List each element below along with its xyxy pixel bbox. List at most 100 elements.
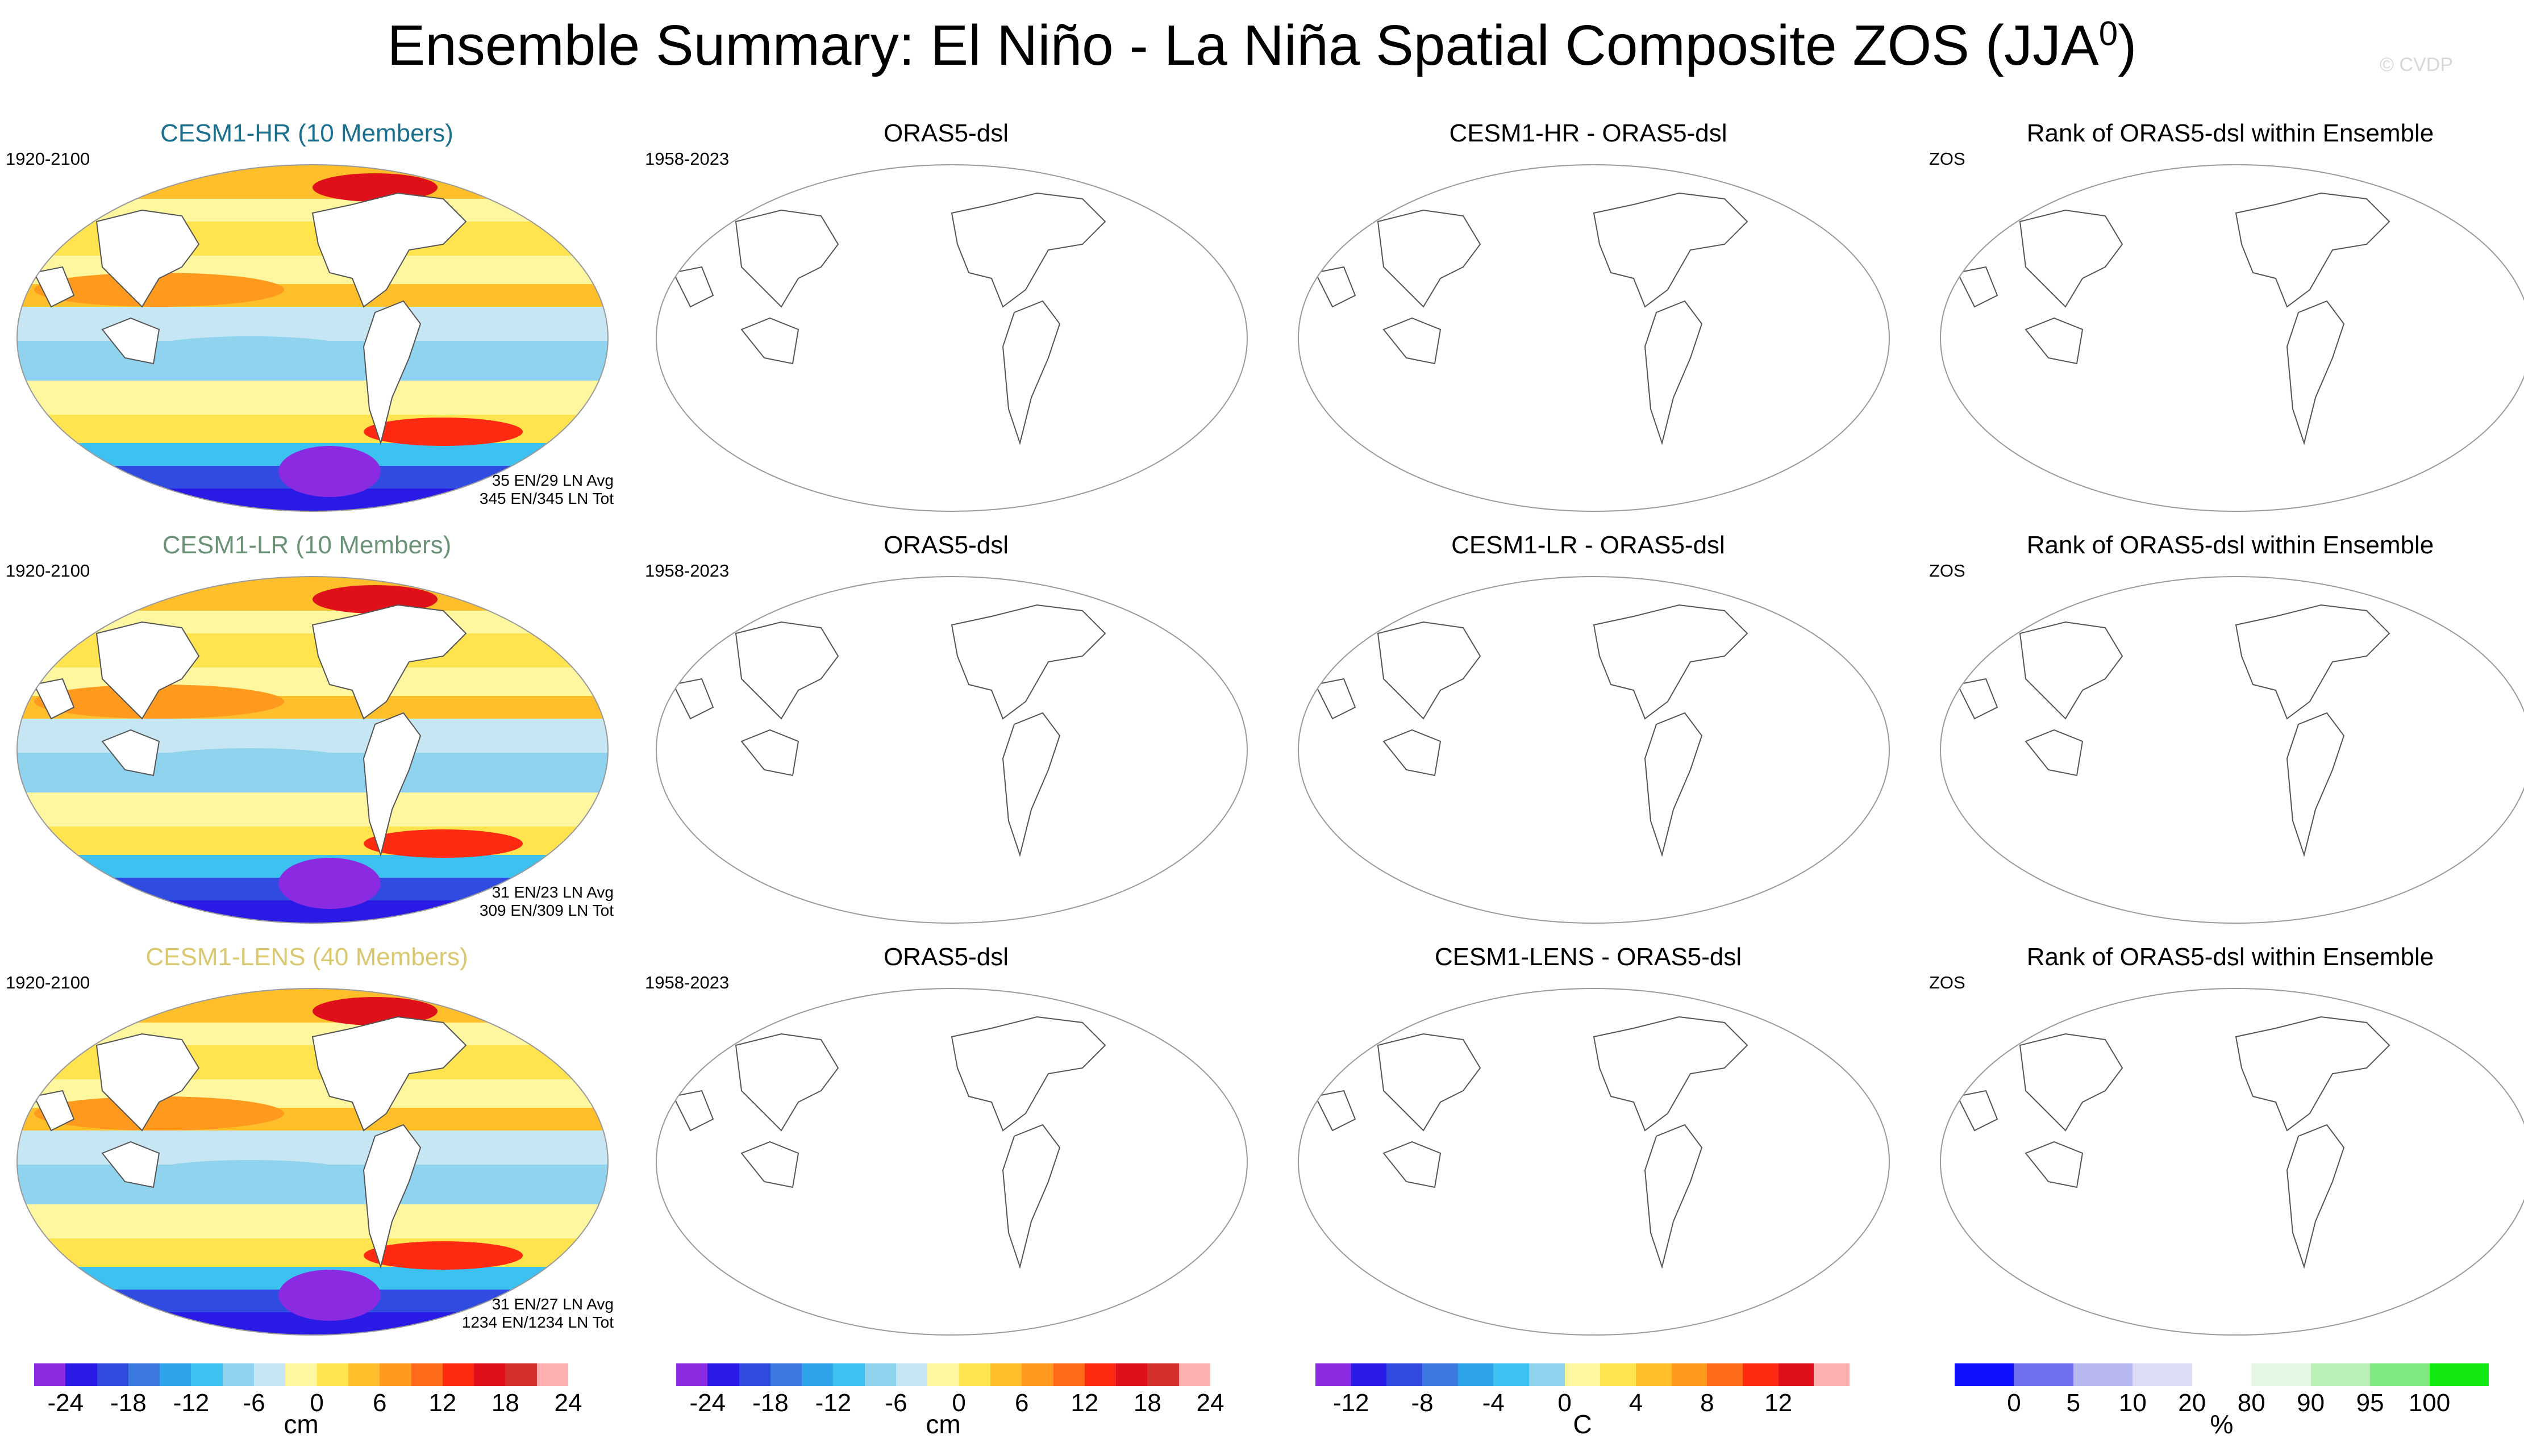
continent-outline [1644, 712, 1703, 857]
continent-outline [101, 1141, 160, 1188]
colorbar-tick: -24 [689, 1389, 726, 1417]
colorbar-tick: 12 [1071, 1389, 1099, 1417]
event-average: 31 EN/27 LN Avg [492, 1295, 614, 1313]
colorbar-swatch [1671, 1363, 1707, 1386]
world-map [1298, 988, 1890, 1336]
colorbar-tick: 0 [2007, 1389, 2021, 1417]
colorbar-swatch [1116, 1363, 1148, 1386]
panel-title: CESM1-LENS - ORAS5-dsl [1434, 943, 1742, 971]
colorbar-swatch [1422, 1363, 1458, 1386]
map-border [1940, 576, 2524, 924]
colorbar-tick: 20 [2178, 1389, 2206, 1417]
colorbar-swatch [316, 1363, 348, 1386]
colorbar-tick: 6 [372, 1389, 387, 1417]
colorbar-swatch [160, 1363, 191, 1386]
colorbar-tick: 12 [1764, 1389, 1793, 1417]
continent-outline [735, 1033, 839, 1132]
colorbar [1315, 1363, 1850, 1386]
colorbar-swatch [222, 1363, 255, 1386]
colorbar-swatch [1564, 1363, 1601, 1386]
colorbar-swatch [2073, 1363, 2133, 1386]
colorbar-unit: C [1573, 1409, 1592, 1439]
continent-outline [1377, 1033, 1481, 1132]
continent-outline [2025, 1141, 2084, 1188]
event-total: 345 EN/345 LN Tot [479, 490, 614, 508]
event-total: 309 EN/309 LN Tot [479, 902, 614, 920]
map-border [656, 576, 1248, 924]
colorbar-swatch [833, 1363, 865, 1386]
world-map [656, 164, 1248, 512]
map-border [656, 988, 1248, 1336]
colorbar-tick: 80 [2237, 1389, 2265, 1417]
panel-period: 1920-2100 [6, 561, 90, 581]
colorbar-tick: -24 [47, 1389, 84, 1417]
continent-outline [2286, 300, 2345, 445]
colorbar-tick: 100 [2408, 1389, 2451, 1417]
panel-title: Rank of ORAS5-dsl within Ensemble [2026, 531, 2434, 559]
continent-outline [1314, 678, 1356, 720]
copyright-label: © CVDP [2380, 54, 2453, 76]
continent-outline [1593, 192, 1748, 308]
colorbar-swatch [254, 1363, 286, 1386]
colorbar-swatch [2251, 1363, 2311, 1386]
colorbar-unit: cm [926, 1409, 961, 1439]
continent-outline [2235, 192, 2390, 308]
colorbar-unit: % [2210, 1409, 2234, 1439]
continent-outline [672, 678, 714, 720]
colorbar-tick: -6 [885, 1389, 907, 1417]
rank-panel: Rank of ORAS5-dsl within Ensemble ZOS [1929, 943, 2524, 1352]
colorbar-swatch [97, 1363, 128, 1386]
colorbar-tick: -18 [752, 1389, 789, 1417]
colorbar [1955, 1363, 2489, 1386]
continent-outline [1644, 300, 1703, 445]
zos-field [17, 577, 608, 923]
colorbar-swatch [1636, 1363, 1672, 1386]
colorbar-swatch [2192, 1363, 2252, 1386]
colorbar-swatch [1147, 1363, 1179, 1386]
colorbar-tick: 0 [310, 1389, 324, 1417]
colorbar-tick: 90 [2297, 1389, 2325, 1417]
continent-outline [2019, 1033, 2123, 1132]
obs-panel: ORAS5-dsl 1958-2023 [645, 531, 1276, 940]
panel-period: 1920-2100 [6, 149, 90, 169]
continent-outline [1956, 678, 1998, 720]
map-border [1940, 988, 2524, 1336]
continent-outline [1382, 1141, 1442, 1188]
event-total: 1234 EN/1234 LN Tot [461, 1313, 614, 1332]
colorbar-tick: 18 [491, 1389, 519, 1417]
map-border [1298, 164, 1890, 512]
colorbar-tick: -18 [110, 1389, 147, 1417]
colorbar-swatch [191, 1363, 223, 1386]
panel-period: 1920-2100 [6, 973, 90, 992]
continent-outline [740, 729, 799, 777]
panel-title: Rank of ORAS5-dsl within Ensemble [2026, 119, 2434, 147]
panel-period: ZOS [1929, 149, 1965, 169]
continent-outline [1377, 621, 1481, 720]
colorbar-tick: 95 [2356, 1389, 2384, 1417]
panel-period: ZOS [1929, 561, 1965, 581]
colorbar-swatch [2429, 1363, 2489, 1386]
colorbar-swatch [1707, 1363, 1743, 1386]
colorbar-swatch [536, 1363, 569, 1386]
continent-outline [101, 729, 160, 777]
panel-title: Rank of ORAS5-dsl within Ensemble [2026, 943, 2434, 971]
diff-panel: CESM1-HR - ORAS5-dsl [1287, 119, 1918, 528]
colorbar-swatch [1743, 1363, 1779, 1386]
colorbar-swatch [442, 1363, 474, 1386]
colorbar-swatch [1386, 1363, 1423, 1386]
continent-outline [33, 1090, 75, 1132]
colorbar-swatch [990, 1363, 1022, 1386]
world-map [1940, 988, 2524, 1336]
colorbar-tick: 24 [554, 1389, 582, 1417]
colorbar-tick: 10 [2118, 1389, 2147, 1417]
colorbar-swatch [128, 1363, 160, 1386]
map-border [1298, 576, 1890, 924]
continent-outline [1644, 1124, 1703, 1269]
continent-outline [1314, 266, 1356, 308]
diff-panel: CESM1-LENS - ORAS5-dsl [1287, 943, 1918, 1352]
model-panel: CESM1-HR (10 Members) 1920-2100 35 EN/29 L… [6, 119, 636, 528]
continent-outline [2025, 729, 2084, 777]
continent-outline [311, 1016, 467, 1132]
event-average: 35 EN/29 LN Avg [492, 472, 614, 489]
world-map [16, 988, 609, 1336]
